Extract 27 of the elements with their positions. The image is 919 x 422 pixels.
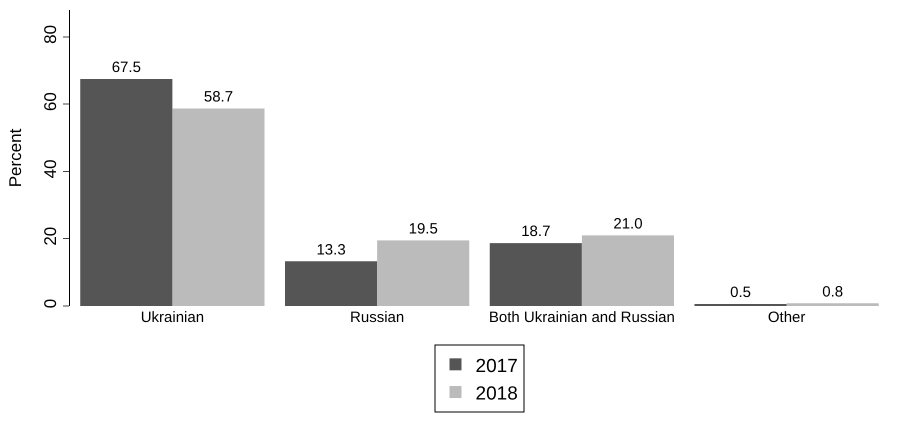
text: 13.3	[316, 241, 346, 258]
y-tick-label: 80	[41, 24, 60, 44]
y-tick-label: 20	[41, 226, 60, 246]
bar	[786, 303, 879, 306]
text: 67.5	[112, 58, 141, 76]
text: 19.5	[408, 220, 438, 238]
bar	[582, 235, 674, 306]
text: 21.0	[613, 215, 643, 232]
x-tick-label: Other	[768, 309, 806, 326]
text: 0.8	[822, 283, 844, 300]
y-tick-label: 60	[41, 92, 60, 112]
x-tick-label: Russian	[350, 309, 404, 326]
y-tick-label: 40	[41, 159, 60, 178]
y-tick-label: 0	[41, 298, 60, 308]
bar	[490, 243, 582, 306]
x-tick-label: Both Ukrainian and Russian	[488, 309, 675, 326]
bar	[377, 240, 470, 306]
x-tick-label: Ukrainian	[140, 309, 204, 326]
text: 0.5	[730, 284, 751, 301]
legend-label: 2017	[476, 356, 518, 377]
legend-label: 2018	[476, 383, 518, 404]
bar	[284, 261, 378, 306]
y-axis-title: Percent	[6, 128, 25, 188]
bar	[172, 108, 265, 306]
text: 18.7	[521, 223, 550, 240]
text: 58.7	[204, 88, 234, 106]
bar	[80, 78, 172, 306]
